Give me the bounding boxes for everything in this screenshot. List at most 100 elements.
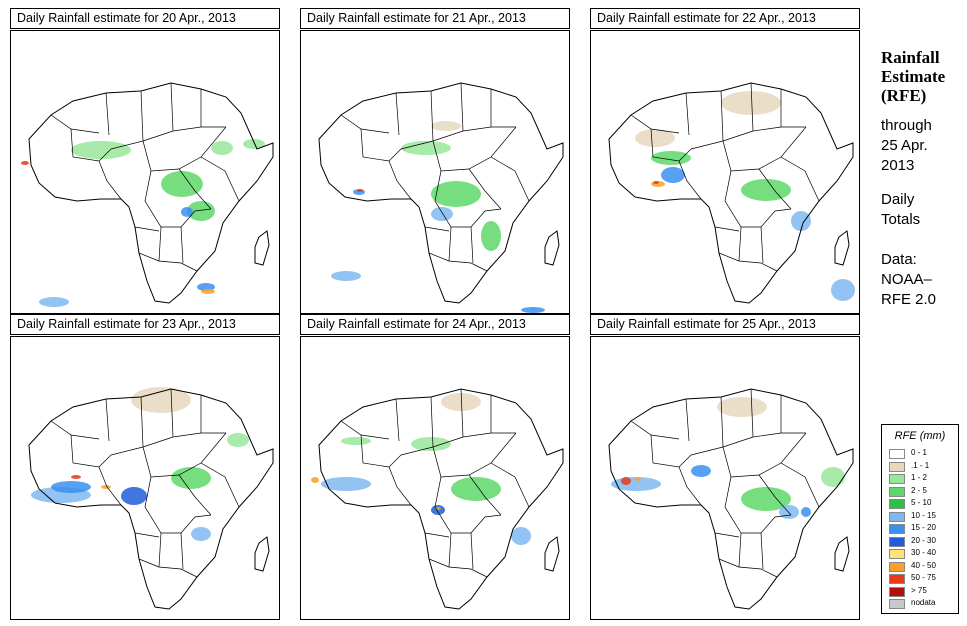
country-border [460, 82, 464, 132]
country-border [760, 226, 764, 264]
country-border [430, 396, 434, 448]
legend-label: 50 - 75 [911, 573, 936, 582]
legend-label: 15 - 20 [911, 523, 936, 532]
rainfall-area [311, 477, 319, 483]
rainfall-area [411, 437, 451, 451]
island-outline [544, 536, 560, 572]
legend-label: .1 - 1 [911, 460, 930, 470]
rainfall-area [39, 297, 69, 307]
country-border [98, 466, 122, 506]
rainfall-area [635, 129, 675, 147]
country-border [630, 420, 680, 440]
country-border [424, 226, 450, 232]
continent-outline [608, 388, 854, 610]
rainfall-area [801, 507, 811, 517]
rainfall-area [341, 437, 371, 445]
country-border [490, 395, 516, 434]
country-border [200, 156, 240, 202]
legend-swatch [889, 574, 905, 584]
africa-map [318, 82, 564, 313]
country-border [750, 82, 754, 132]
country-border [780, 462, 820, 508]
country-border [720, 90, 724, 142]
island-outline [254, 536, 270, 572]
rainfall-area [331, 271, 361, 281]
sidebar-title-line: (RFE) [881, 86, 927, 105]
country-border [685, 92, 690, 136]
rainfall-area [521, 307, 545, 313]
rainfall-area [431, 207, 453, 221]
country-border [690, 130, 754, 150]
country-border [70, 434, 112, 468]
country-border [468, 168, 502, 210]
country-border [460, 388, 464, 438]
through-line: through [881, 117, 932, 134]
through-date: through 25 Apr. 2013 [881, 116, 961, 176]
country-border [758, 168, 792, 210]
rainfall-area [51, 481, 91, 493]
legend-swatch [889, 461, 905, 472]
legend-label: 40 - 50 [911, 560, 936, 570]
country-border [752, 432, 782, 438]
rainfall-area [741, 179, 791, 201]
legend-label: 1 - 2 [911, 473, 928, 482]
legend-swatch [889, 549, 905, 559]
rainfall-area [621, 477, 631, 485]
legend-swatch [889, 524, 905, 534]
rainfall-area [721, 91, 781, 115]
rainfall-panel-21-apr: Daily Rainfall estimate for 21 Apr., 201… [300, 8, 570, 314]
country-border [110, 436, 174, 456]
country-border [200, 395, 226, 434]
rainfall-area [171, 467, 211, 489]
through-line: 2013 [881, 157, 915, 174]
country-border [144, 170, 212, 228]
country-border [448, 532, 488, 578]
country-border [718, 252, 740, 262]
rainfall-area [191, 527, 211, 541]
rainfall-area [741, 487, 791, 511]
country-border [738, 226, 778, 272]
rainfall-area [431, 181, 481, 207]
africa-map [28, 387, 274, 610]
country-border [448, 226, 488, 272]
rainfall-panel-22-apr: Daily Rainfall estimate for 22 Apr., 201… [590, 8, 860, 314]
legend-swatch [889, 449, 905, 459]
country-border [178, 474, 212, 516]
rainfall-area [227, 433, 249, 447]
legend-label: 30 - 40 [911, 548, 936, 557]
rainfall-area [779, 505, 799, 519]
rainfall-panel-24-apr: Daily Rainfall estimate for 24 Apr., 201… [300, 314, 570, 620]
country-border [758, 474, 792, 516]
country-border [388, 466, 412, 506]
rainfall-area [651, 151, 691, 165]
legend-label: 5 - 10 [911, 498, 932, 507]
totals-line: Totals [881, 211, 921, 228]
data-source-line: Data: [881, 251, 917, 268]
legend-swatch [889, 599, 905, 609]
country-border [180, 532, 184, 570]
rainfall-area [717, 397, 767, 417]
legend-label: > 75 [911, 585, 927, 595]
country-border [714, 226, 740, 232]
country-border [752, 126, 782, 132]
country-border [158, 532, 198, 578]
country-border [724, 170, 792, 228]
country-border [750, 388, 754, 438]
country-border [138, 252, 160, 262]
rainfall-area [211, 141, 233, 155]
rainfall-area [161, 171, 203, 197]
legend-swatch [889, 499, 905, 509]
through-line: 25 Apr. [881, 137, 928, 154]
legend-swatch [889, 511, 905, 522]
rainfall-area [243, 139, 265, 149]
country-border [490, 462, 530, 508]
legend-swatch [889, 561, 905, 572]
legend-swatch [889, 586, 905, 597]
rainfall-map [10, 30, 280, 314]
country-border [428, 558, 450, 568]
data-source: Data: NOAA– RFE 2.0 [881, 250, 961, 310]
rainfall-area [635, 477, 641, 481]
island-outline [834, 536, 850, 572]
rfe-legend: RFE (mm) 0 - 1 .1 - 1 1 - 2 2 - 5 5 - 10 10 -… [881, 424, 959, 614]
country-border [172, 432, 202, 438]
